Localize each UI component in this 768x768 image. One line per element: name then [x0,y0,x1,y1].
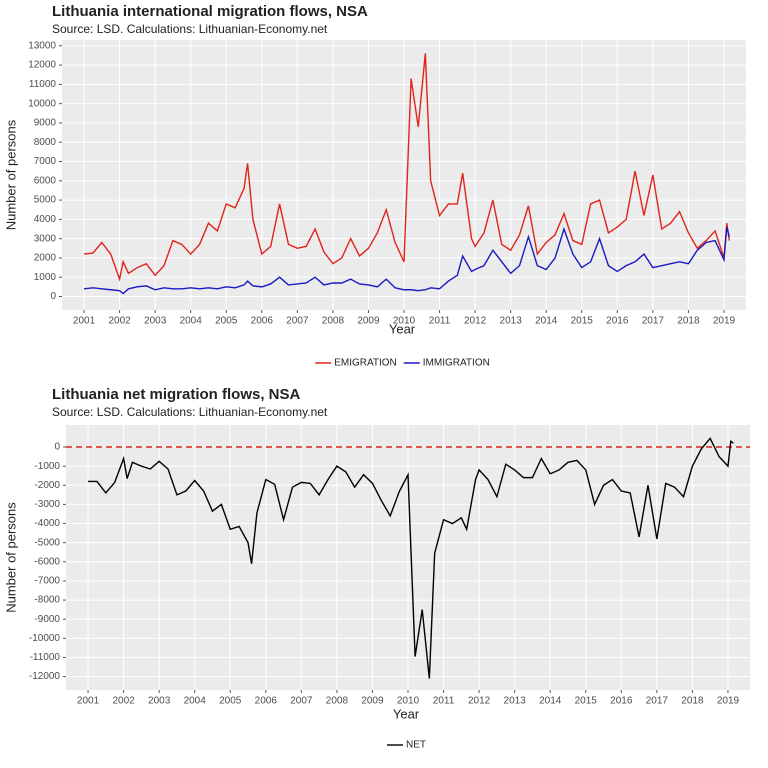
x-tick-label: 2008 [322,316,345,327]
x-tick-label: 2008 [326,696,349,707]
x-tick-label: 2004 [180,316,203,327]
x-tick-label: 2018 [681,696,704,707]
x-axis-title: Year [393,706,420,721]
x-tick-label: 2014 [539,696,562,707]
y-tick-label: 7000 [34,156,57,167]
y-tick-label: -3000 [34,499,60,510]
x-tick-label: 2009 [361,696,384,707]
y-tick-label: 4000 [34,214,57,225]
legend-label: IMMIGRATION [423,358,490,369]
x-tick-label: 2019 [713,316,736,327]
x-tick-label: 2006 [251,316,274,327]
x-tick-label: 2018 [677,316,700,327]
y-tick-label: 5000 [34,195,57,206]
y-tick-label: -11000 [30,652,61,663]
y-tick-label: -1000 [34,461,60,472]
x-tick-label: 2011 [433,696,455,707]
x-axis-title: Year [389,321,416,336]
y-axis-title: Number of persons [3,502,18,613]
legend: EMIGRATION IMMIGRATION [315,358,490,369]
y-tick-label: 0 [50,291,56,302]
x-tick-label: 2017 [642,316,665,327]
chart-subtitle: Source: LSD. Calculations: Lithuanian-Ec… [52,405,328,419]
chart-title: Lithuania international migration flows,… [52,3,368,20]
series-line [83,226,730,295]
x-tick-label: 2017 [646,696,669,707]
y-tick-label: -10000 [29,633,61,644]
x-tick-label: 2004 [184,696,207,707]
x-tick-label: 2010 [393,316,416,327]
y-tick-label: 10000 [28,98,56,109]
y-tick-label: -12000 [29,671,61,682]
x-tick-label: 2015 [571,316,594,327]
x-tick-label: 2013 [500,316,523,327]
y-tick-label: -8000 [34,595,60,606]
x-tick-label: 2014 [535,316,558,327]
y-tick-label: -6000 [34,556,60,567]
x-tick-label: 2016 [606,316,629,327]
y-axis-title: Number of persons [3,119,18,230]
y-tick-label: -2000 [34,480,60,491]
y-tick-label: -9000 [34,614,60,625]
y-tick-label: 8000 [34,137,57,148]
y-tick-label: -4000 [34,518,60,529]
x-tick-label: 2012 [468,696,491,707]
y-tick-label: 6000 [34,175,57,186]
x-tick-label: 2009 [357,316,380,327]
legend-label: EMIGRATION [334,358,397,369]
x-tick-label: 2001 [73,316,96,327]
x-tick-label: 2007 [290,696,313,707]
series-line [88,437,734,679]
x-tick-label: 2011 [429,316,451,327]
y-tick-label: 3000 [34,233,57,244]
x-tick-label: 2003 [148,696,171,707]
y-tick-label: 1000 [34,272,57,283]
chart-title: Lithuania net migration flows, NSA [52,386,301,403]
y-tick-label: 11000 [29,79,57,90]
x-tick-label: 2005 [219,696,242,707]
y-tick-label: -7000 [34,576,60,587]
y-tick-label: -5000 [34,537,60,548]
x-tick-label: 2001 [77,696,100,707]
x-tick-label: 2003 [144,316,167,327]
y-tick-label: 9000 [34,118,57,129]
x-tick-label: 2015 [575,696,598,707]
x-tick-label: 2002 [108,316,131,327]
x-tick-label: 2007 [286,316,309,327]
y-tick-label: 0 [54,442,60,453]
x-tick-label: 2005 [215,316,238,327]
y-tick-label: 13000 [28,40,56,51]
series-line [83,53,730,282]
x-tick-label: 2019 [717,696,740,707]
legend: NET [387,740,426,751]
x-tick-label: 2010 [397,696,420,707]
y-tick-label: 12000 [28,60,56,71]
x-tick-label: 2016 [610,696,633,707]
legend-label: NET [406,740,426,751]
x-tick-label: 2006 [255,696,278,707]
chart-subtitle: Source: LSD. Calculations: Lithuanian-Ec… [52,22,328,36]
x-tick-label: 2013 [504,696,527,707]
y-tick-label: 2000 [34,253,57,264]
x-tick-label: 2002 [112,696,135,707]
x-tick-label: 2012 [464,316,487,327]
